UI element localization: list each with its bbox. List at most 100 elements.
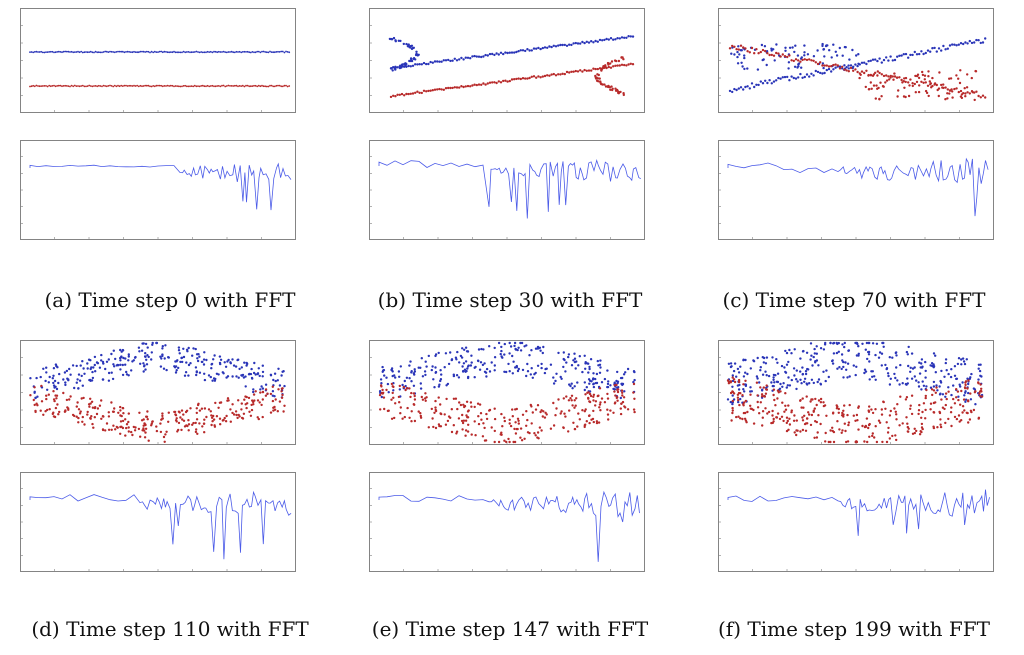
particle-positive (739, 397, 742, 401)
particle-positive (142, 50, 145, 53)
particle-positive (121, 373, 125, 377)
particle-positive (929, 50, 932, 53)
particle-negative (874, 425, 877, 428)
particle-positive (626, 367, 630, 371)
particle-positive (130, 369, 133, 372)
particle-positive (223, 361, 226, 364)
particle-negative (959, 95, 963, 98)
particle-negative (453, 86, 456, 89)
particle-negative (876, 70, 879, 73)
particle-positive (731, 90, 734, 94)
particle-negative (849, 66, 853, 70)
particle-negative (167, 420, 170, 423)
particle-positive (509, 345, 513, 348)
particle-positive (53, 379, 57, 383)
particle-negative (607, 418, 610, 421)
particle-negative (966, 73, 969, 76)
particle-negative (124, 418, 127, 421)
particle-negative (607, 63, 610, 66)
particle-negative (953, 415, 957, 419)
particle-negative (832, 63, 835, 67)
particle-positive (761, 82, 765, 85)
fft-plot-d (20, 472, 296, 572)
particle-positive (898, 54, 901, 57)
particle-negative (482, 82, 485, 85)
particle-positive (532, 47, 536, 50)
particle-negative (596, 73, 599, 76)
particle-positive (34, 396, 37, 400)
particle-positive (878, 57, 881, 60)
particle-positive (871, 342, 875, 345)
particle-negative (911, 82, 914, 85)
particle-negative (967, 379, 970, 382)
particle-negative (478, 403, 482, 406)
particle-negative (731, 390, 734, 393)
particle-positive (142, 370, 145, 373)
particle-negative (761, 48, 765, 52)
particle-negative (784, 392, 787, 395)
particle-negative (402, 385, 405, 389)
particle-positive (585, 40, 588, 43)
particle-negative (604, 64, 607, 67)
particle-positive (56, 51, 59, 53)
particle-negative (40, 85, 43, 87)
particle-negative (905, 396, 909, 399)
particle-negative (131, 85, 134, 87)
particle-negative (576, 425, 579, 428)
particle-negative (508, 418, 511, 421)
particle-positive (445, 384, 448, 387)
particle-negative (399, 406, 402, 409)
particle-negative (159, 430, 163, 434)
particle-negative (923, 74, 927, 77)
particle-negative (157, 84, 159, 87)
particle-positive (463, 348, 466, 351)
particle-negative (432, 425, 435, 429)
particle-positive (825, 369, 828, 372)
particle-negative (206, 84, 209, 87)
particle-negative (600, 397, 604, 400)
particle-positive (530, 49, 533, 52)
particle-positive (787, 360, 790, 364)
particle-negative (227, 399, 230, 402)
particle-negative (910, 394, 914, 397)
particle-positive (213, 50, 215, 53)
particle-negative (244, 395, 247, 398)
particle-negative (53, 415, 57, 419)
particle-positive (53, 386, 56, 389)
particle-positive (567, 355, 570, 359)
particle-positive (470, 361, 473, 364)
particle-positive (822, 48, 825, 51)
particle-positive (846, 362, 850, 365)
particle-negative (147, 439, 150, 442)
particle-positive (777, 76, 780, 80)
particle-positive (764, 79, 767, 83)
particle-positive (727, 362, 731, 365)
particle-positive (893, 58, 897, 62)
particle-positive (112, 51, 115, 53)
particle-negative (607, 85, 610, 89)
particle-negative (984, 96, 987, 99)
particle-positive (552, 376, 555, 379)
particle-positive (477, 348, 481, 351)
particle-positive (957, 395, 960, 398)
particle-positive (408, 364, 411, 367)
particle-negative (915, 429, 918, 433)
particle-positive (831, 362, 835, 365)
particle-positive (587, 41, 591, 44)
particle-negative (737, 380, 741, 384)
particle-negative (458, 401, 461, 404)
particle-negative (81, 84, 84, 87)
particle-positive (254, 373, 257, 376)
particle-negative (168, 85, 171, 87)
particle-positive (749, 386, 752, 389)
particle-positive (801, 76, 804, 80)
particle-negative (62, 85, 65, 87)
beam-positive (388, 35, 635, 72)
particle-positive (444, 352, 448, 355)
particle-positive (410, 380, 413, 383)
particle-negative (430, 407, 433, 411)
particle-positive (503, 370, 506, 373)
particle-negative (561, 72, 564, 76)
particle-negative (173, 410, 177, 414)
particle-positive (932, 385, 936, 388)
